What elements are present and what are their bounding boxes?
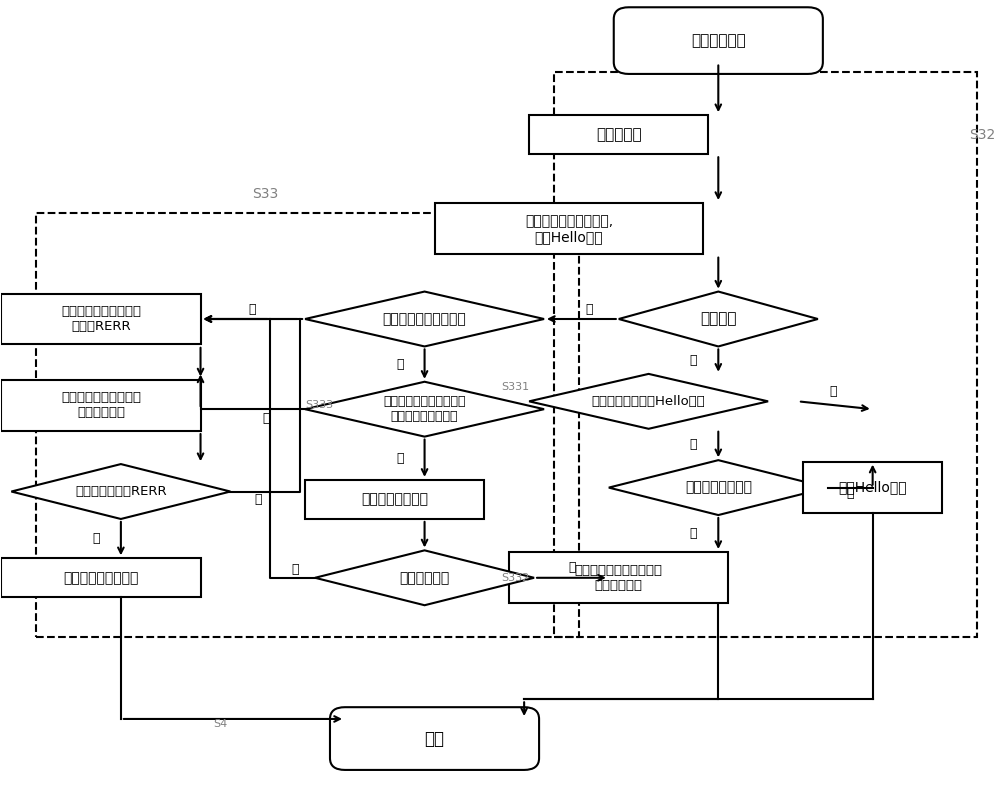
Polygon shape: [315, 550, 534, 605]
Polygon shape: [305, 382, 544, 437]
Text: 断裂处到目的节点的跳数
是否小于到源节点的: 断裂处到目的节点的跳数 是否小于到源节点的: [383, 395, 466, 423]
Polygon shape: [305, 291, 544, 346]
Text: 源节点是否收到RERR: 源节点是否收到RERR: [75, 485, 167, 498]
FancyBboxPatch shape: [1, 294, 201, 345]
Text: 是: 是: [568, 561, 576, 574]
Text: 是: 是: [92, 532, 100, 545]
FancyBboxPatch shape: [1, 558, 201, 597]
FancyBboxPatch shape: [803, 462, 942, 513]
Text: 修复是否成功: 修复是否成功: [399, 571, 450, 585]
Text: 否: 否: [255, 493, 262, 506]
Text: 是否超时: 是否超时: [700, 312, 737, 327]
Text: 启动本地路由修复: 启动本地路由修复: [361, 493, 428, 506]
FancyBboxPatch shape: [330, 708, 539, 770]
FancyBboxPatch shape: [509, 552, 728, 604]
Bar: [554, 72, 977, 637]
FancyBboxPatch shape: [1, 380, 201, 430]
Text: 丢弃Hello消息: 丢弃Hello消息: [838, 481, 907, 494]
Text: 否: 否: [829, 386, 837, 398]
Text: 邻近节点是否收到Hello消息: 邻近节点是否收到Hello消息: [592, 395, 705, 408]
Text: S33: S33: [252, 187, 278, 201]
FancyBboxPatch shape: [435, 203, 703, 254]
Polygon shape: [609, 460, 828, 515]
Text: S333: S333: [305, 401, 333, 410]
Text: 否: 否: [249, 303, 256, 316]
FancyBboxPatch shape: [614, 7, 823, 74]
Polygon shape: [11, 464, 230, 519]
Text: 启动定时器: 启动定时器: [596, 127, 642, 142]
Text: 否: 否: [291, 563, 299, 576]
Text: 否: 否: [690, 354, 697, 367]
Polygon shape: [529, 374, 768, 429]
Text: S332: S332: [501, 573, 529, 583]
Text: 定期空中唤醒邻近节点,
广播Hello消息: 定期空中唤醒邻近节点, 广播Hello消息: [525, 214, 613, 244]
Text: S32: S32: [969, 127, 995, 142]
Text: S331: S331: [501, 382, 529, 392]
Text: 结束: 结束: [425, 730, 445, 748]
Text: 是: 是: [690, 438, 697, 451]
FancyBboxPatch shape: [529, 115, 708, 154]
Text: S4: S4: [213, 719, 228, 730]
Text: 是: 是: [690, 527, 697, 540]
Text: 更新路由表中的生存时间
和目的序列号: 更新路由表中的生存时间 和目的序列号: [575, 563, 663, 592]
Polygon shape: [619, 291, 818, 346]
Bar: [36, 213, 579, 637]
Text: 源节点重新路由发现: 源节点重新路由发现: [63, 571, 139, 585]
Text: 上游节点删除路由表中
对应路由信息: 上游节点删除路由表中 对应路由信息: [61, 391, 141, 419]
Text: 是: 是: [585, 303, 593, 316]
Text: 是: 是: [396, 452, 403, 464]
FancyBboxPatch shape: [305, 480, 484, 519]
Text: 否: 否: [263, 412, 270, 425]
Text: 空中唤醒上游节点，向
其发送RERR: 空中唤醒上游节点，向 其发送RERR: [61, 305, 141, 333]
Text: 开启路由维护: 开启路由维护: [691, 33, 746, 48]
Text: 链路中是否在传输数据: 链路中是否在传输数据: [383, 312, 466, 326]
Text: 是否存在反向路由: 是否存在反向路由: [685, 481, 752, 494]
Text: 否: 否: [846, 487, 853, 501]
Text: 是: 是: [396, 357, 403, 371]
